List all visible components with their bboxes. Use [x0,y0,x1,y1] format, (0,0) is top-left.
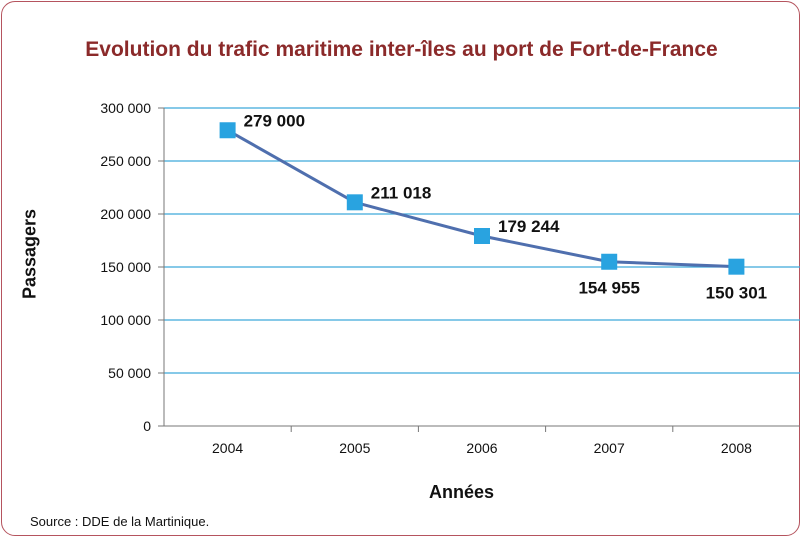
x-tick-label: 2004 [212,440,243,456]
y-tick-label: 0 [143,418,151,434]
data-label: 154 955 [578,279,639,298]
data-label: 279 000 [244,111,305,130]
gridlines [164,107,800,374]
y-tick-label: 200 000 [100,206,151,222]
series-passagers [219,122,745,275]
y-tick-label: 150 000 [100,259,151,275]
y-tick-label: 50 000 [108,365,151,381]
y-tick-label: 100 000 [100,312,151,328]
source-note: Source : DDE de la Martinique. [30,514,210,529]
y-tick-label: 250 000 [100,153,151,169]
data-labels: 279 000 211 018 179 244 154 955 150 301 [244,111,768,302]
chart-title: Evolution du trafic maritime inter-îles … [85,38,718,61]
x-tick-label: 2008 [721,440,752,456]
data-label: 211 018 [371,183,432,202]
y-tick-label: 300 000 [100,100,151,116]
x-tick-labels: 2004 2005 2006 2007 2008 [212,440,752,456]
data-point-marker [601,253,618,270]
x-tick-label: 2006 [466,440,497,456]
x-tick-label: 2005 [339,440,370,456]
y-tick-labels: 0 50 000 100 000 150 000 200 000 250 000 300 0… [100,100,151,434]
data-point-marker [474,228,490,245]
series-line [226,128,737,269]
axes [158,107,800,432]
data-point-marker [219,122,236,139]
x-tick-label: 2007 [594,440,625,456]
data-label: 150 301 [706,284,767,303]
data-point-marker [728,258,745,275]
x-axis-label: Années [428,482,495,502]
data-label: 179 244 [498,217,560,236]
data-point-marker [346,194,363,211]
